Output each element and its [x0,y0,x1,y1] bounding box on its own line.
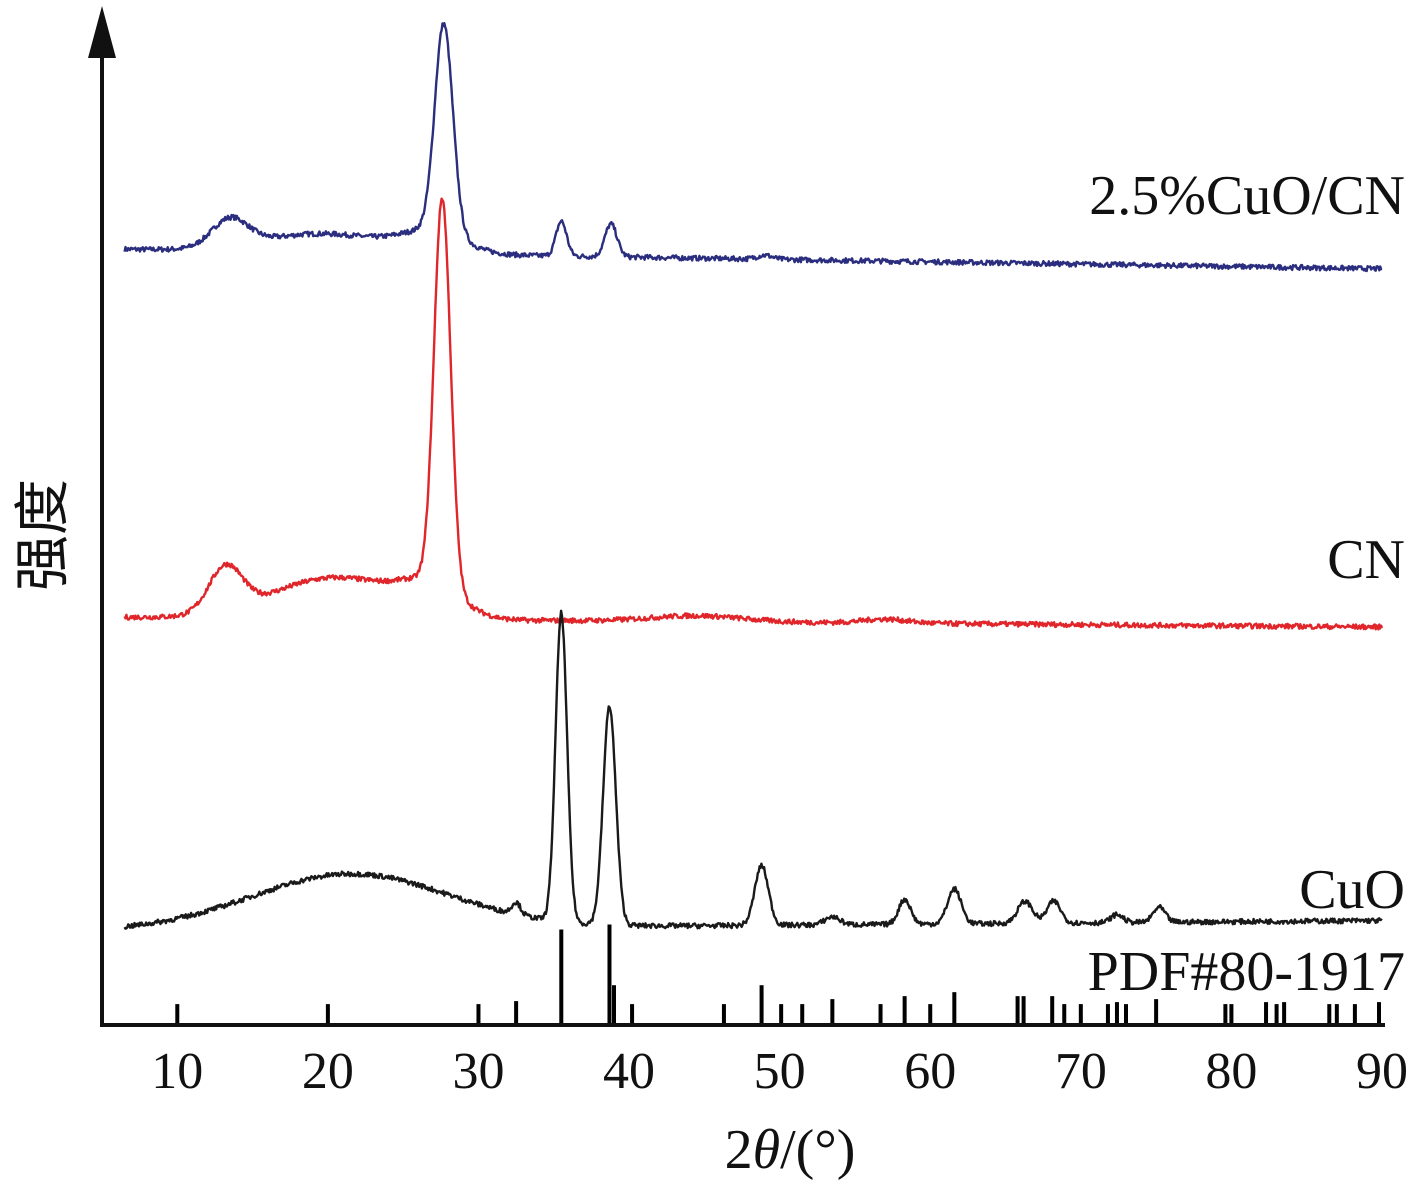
series-line-2 [123,609,1383,930]
x-tick-labels: 10 20 30 40 50 60 70 80 90 [151,1043,1408,1100]
x-tick-label: 70 [1055,1043,1107,1100]
series-label-cn: CN [1327,529,1405,591]
x-tick-label: 50 [754,1043,806,1100]
x-tick-label: 60 [904,1043,956,1100]
x-axis-label: 2θ/(°) [725,1119,856,1181]
x-tick-label: 40 [603,1043,655,1100]
x-tick-label: 10 [151,1043,203,1100]
series-label-cuo: CuO [1299,859,1405,921]
x-tick-label: 30 [452,1043,504,1100]
x-tick-label: 80 [1205,1043,1257,1100]
x-tick-label: 20 [302,1043,354,1100]
reference-label: PDF#80-1917 [1088,941,1405,1003]
reference-pattern [175,924,1381,1025]
y-axis-label: 强度 [13,479,75,591]
curves-group [123,22,1384,930]
series-line-1 [123,197,1384,631]
series-line-0 [123,22,1383,273]
y-axis-arrow [88,6,116,58]
x-tick-label: 90 [1356,1043,1408,1100]
series-label-cuo-cn: 2.5%CuO/CN [1089,165,1405,227]
